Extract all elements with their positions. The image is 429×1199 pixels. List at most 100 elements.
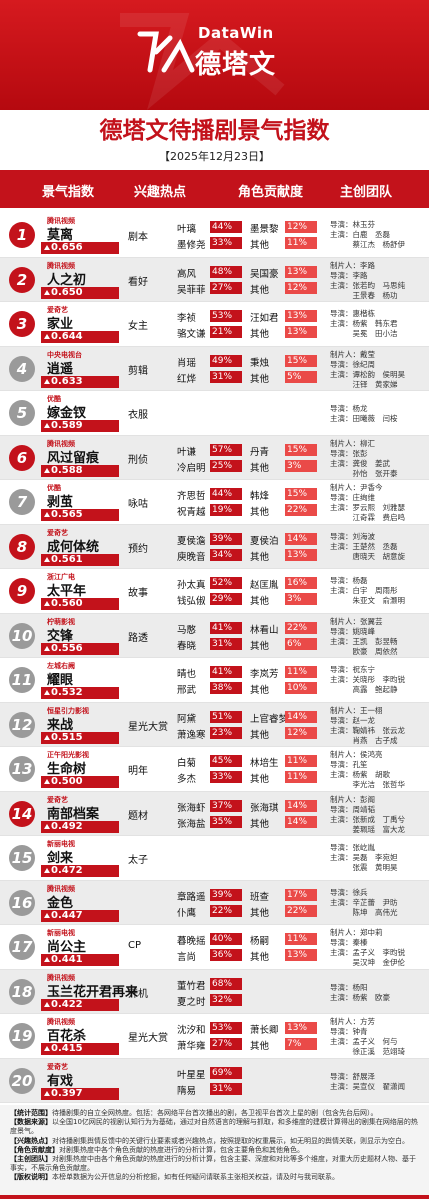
role-name: 马憨	[177, 624, 197, 636]
team-line: 导演：周靖韬	[330, 804, 375, 814]
role-name: 萧华雍	[177, 1041, 206, 1052]
hot-topic: 咏咕	[128, 499, 148, 510]
role-percent: 10%	[285, 682, 317, 694]
platform-label: 腾讯视频	[47, 439, 75, 448]
role-name: 肖瑶	[177, 357, 197, 369]
team-line: 主演：吴磊 李宛妲	[330, 853, 398, 862]
role-name: 林培生	[250, 758, 279, 769]
note-line: 【主创团队】对剧集热度中由各个角色贡献的热度进行的分析计算，包含主要、深度和对比…	[10, 1155, 419, 1173]
role-percent: 33%	[210, 771, 242, 783]
team-line: 主演：白宇 周雨彤	[330, 586, 398, 595]
table-row: 1 腾讯视频 莫离 0.656 剧本 叶璃 44% 墨景黎 12% 墨修尧 33% 其他 11…	[0, 213, 429, 258]
brand-cn: 德塔文	[195, 50, 277, 80]
team-line: 主演：杨紫 胡歌	[330, 770, 390, 779]
role-name: 钱弘俶	[177, 596, 206, 607]
col-index: 景气指数	[42, 185, 95, 200]
hot-topic: 太子	[128, 855, 148, 866]
team-line: 主演：王凯 彭昱畅	[330, 636, 398, 646]
team-line: 主演：张若昀 马思纯	[330, 280, 405, 290]
role-percent: 23%	[210, 726, 242, 739]
role-percent: 11%	[285, 933, 317, 945]
role-name: 林看山	[250, 624, 279, 636]
team-line: 导演：舒展泽	[330, 1071, 375, 1081]
drama-name: 成何体统	[47, 539, 100, 555]
platform-label: 新丽电视	[47, 929, 75, 937]
hot-topic: 星光大赏	[128, 1033, 168, 1044]
hot-topic: CP	[128, 940, 142, 951]
role-percent: 22%	[210, 904, 242, 917]
team-line: 徐正溪 范翊琦	[330, 1047, 405, 1056]
note-key: 【版权说明】	[10, 1173, 52, 1182]
table-row: 20 爱奇艺 有戏 0.397 叶星星 69% 隋易 31% 导演：舒展泽 主演：吴宣仪 …	[0, 1058, 429, 1103]
team-line: 主演：孟子义 何与	[330, 1037, 398, 1046]
role-percent: 14%	[285, 799, 317, 812]
footer-bar	[0, 1195, 429, 1199]
role-name: 赵匡胤	[250, 580, 279, 591]
drama-name: 剑来	[47, 851, 74, 866]
team-line: 导演：林玉芬	[330, 220, 375, 229]
note-key: 【主创团队】	[10, 1155, 52, 1164]
team-line: 导演：惠楷栋	[330, 309, 375, 318]
role-percent: 31%	[210, 370, 242, 383]
team-line: 姜珮瑶 富大龙	[330, 824, 405, 834]
role-name: 张海盐	[177, 818, 206, 830]
platform-label: 优酷	[47, 395, 61, 403]
score-badge: 0.588	[41, 464, 119, 477]
role-percent: 22%	[285, 904, 317, 917]
role-name: 其他	[250, 907, 270, 919]
drama-name: 太平年	[47, 584, 87, 599]
role-percent: 27%	[210, 281, 242, 294]
drama-name: 生命树	[47, 762, 87, 777]
team-line: 主演：张新成 丁禹兮	[330, 814, 405, 824]
role-percent: 3%	[285, 459, 317, 472]
drama-name: 家业	[47, 317, 74, 332]
role-percent: 45%	[210, 755, 242, 767]
score-badge: 0.472	[41, 865, 119, 877]
team-line: 孙怡 张开泰	[330, 468, 398, 478]
role-percent: 11%	[285, 755, 317, 767]
team-line: 导演：刘海波	[330, 531, 375, 541]
role-name: 李岚芳	[250, 669, 279, 680]
note-text: 以全国10亿网民的视剧认知行为为基础，通过对自然语言的理解与抓取，和多维度的建模…	[10, 1118, 418, 1136]
hot-topic: 看好	[128, 276, 148, 288]
role-percent: 49%	[210, 354, 242, 367]
platform-label: 腾讯视频	[47, 217, 75, 225]
team-line: 导演：秦榛	[330, 938, 368, 947]
team-line: 制片人：王一栩	[330, 705, 383, 715]
role-percent: 39%	[210, 532, 242, 545]
team-line: 导演：孔笙	[330, 760, 368, 769]
role-percent: 41%	[210, 621, 242, 634]
note-text: 对剧集热度中各个角色贡献的热度进行的分析计算，包含主要角色和其他角色。	[59, 1145, 304, 1154]
role-name: 其他	[250, 952, 270, 963]
role-name: 吴菲菲	[177, 284, 206, 296]
platform-label: 腾讯视频	[47, 973, 75, 982]
role-percent: 12%	[285, 221, 317, 233]
role-name: 汪如君	[250, 313, 279, 324]
role-percent: 37%	[210, 799, 242, 812]
team-line: 主演：龚俊 姜武	[330, 458, 390, 468]
rank-badge: 5	[9, 400, 35, 426]
drama-name: 逍遥	[47, 361, 74, 377]
note-line: 【兴趣热点】对待播剧集舆情反馈中的关键行业要素或者兴趣热点，按照提取的权重展示，…	[10, 1137, 419, 1146]
role-name: 董竹君	[177, 980, 206, 992]
hot-topic: 剪辑	[128, 365, 148, 377]
platform-label: 浙江广电	[47, 573, 75, 581]
role-percent: 44%	[210, 488, 242, 500]
role-name: 其他	[250, 284, 270, 296]
role-percent: 12%	[285, 726, 317, 739]
role-percent: 27%	[210, 1038, 242, 1050]
team-line: 导演：李路	[330, 270, 368, 280]
platform-label: 腾讯视频	[47, 1018, 75, 1026]
role-percent: 48%	[210, 265, 242, 278]
role-percent: 69%	[210, 1066, 242, 1079]
col-hot: 兴趣热点	[134, 185, 187, 200]
role-percent: 11%	[285, 666, 317, 678]
role-percent: 52%	[210, 577, 242, 589]
role-percent: 13%	[285, 310, 317, 322]
role-name: 仆鹰	[177, 907, 197, 919]
role-name: 上官睿梦	[250, 713, 289, 725]
role-name: 其他	[250, 462, 270, 474]
role-name: 其他	[250, 240, 270, 251]
table-row: 2 腾讯视频 人之初 0.650 看好 高风 48% 吴国豪 13% 吴菲菲 27% 其他 1…	[0, 257, 429, 302]
role-percent: 14%	[285, 815, 317, 828]
